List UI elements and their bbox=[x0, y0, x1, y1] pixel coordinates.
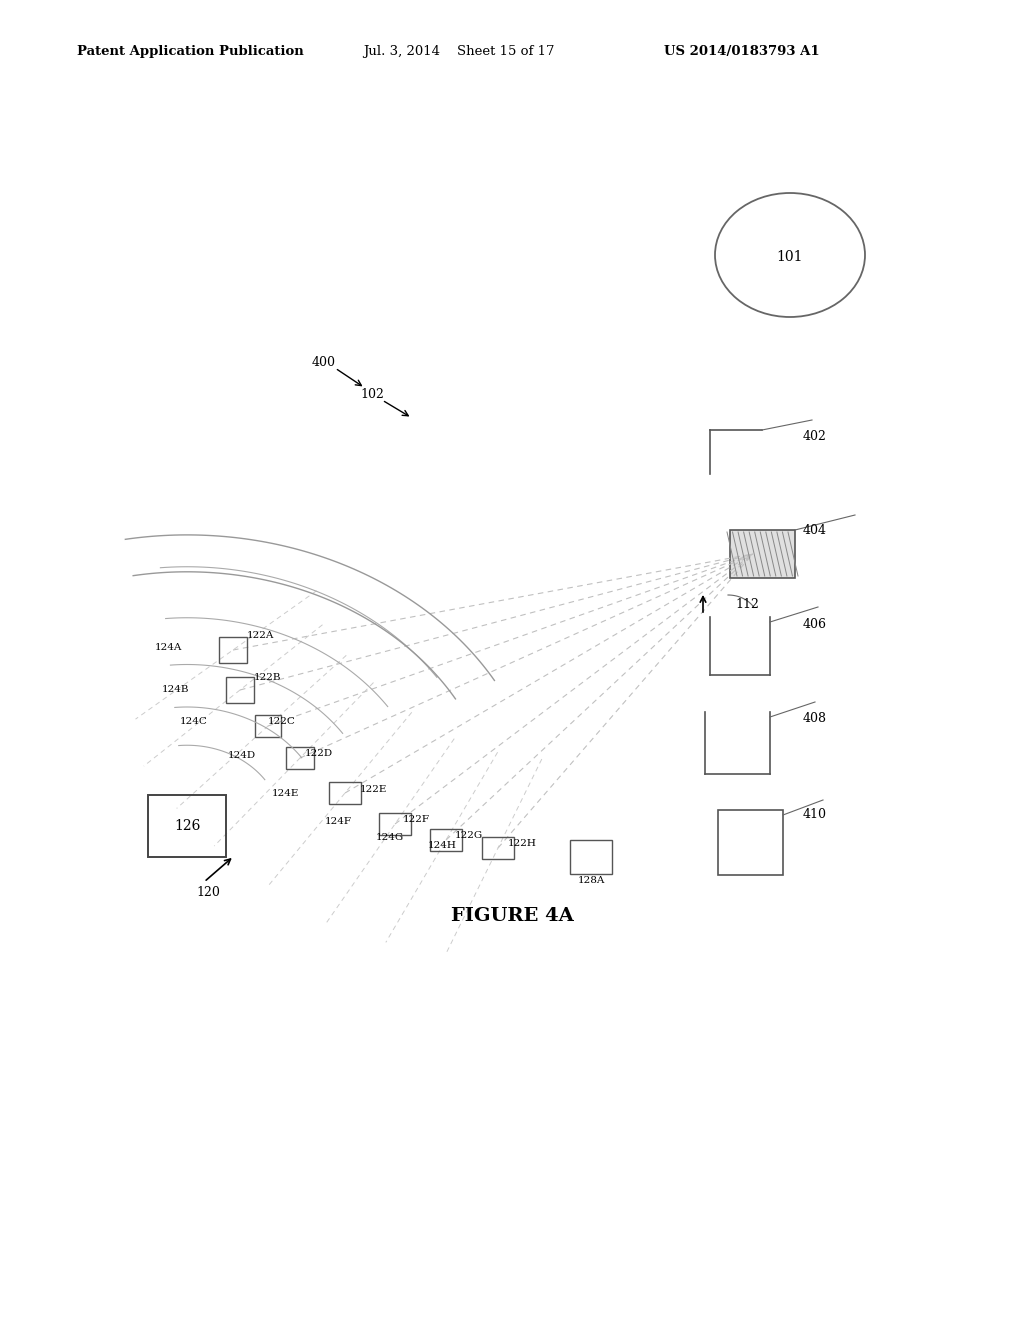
Text: 400: 400 bbox=[312, 356, 336, 370]
Text: 410: 410 bbox=[803, 808, 827, 821]
Text: 122E: 122E bbox=[360, 784, 387, 793]
Text: 402: 402 bbox=[803, 430, 826, 444]
Text: 124H: 124H bbox=[428, 842, 457, 850]
Text: 124E: 124E bbox=[272, 788, 299, 797]
Bar bbox=[379, 813, 411, 836]
Text: 406: 406 bbox=[803, 619, 827, 631]
Text: 128A: 128A bbox=[578, 876, 605, 884]
Text: 124B: 124B bbox=[162, 685, 189, 694]
Bar bbox=[148, 795, 226, 857]
Bar bbox=[226, 677, 254, 704]
Text: Jul. 3, 2014    Sheet 15 of 17: Jul. 3, 2014 Sheet 15 of 17 bbox=[364, 45, 555, 58]
Bar bbox=[718, 810, 783, 875]
Bar bbox=[570, 840, 612, 874]
Text: 124D: 124D bbox=[228, 751, 256, 760]
Text: 126: 126 bbox=[174, 818, 200, 833]
Text: 124F: 124F bbox=[325, 817, 352, 825]
Text: 122A: 122A bbox=[247, 631, 274, 639]
Bar bbox=[482, 837, 514, 859]
Text: 124G: 124G bbox=[376, 833, 404, 842]
Text: 102: 102 bbox=[360, 388, 384, 401]
Bar bbox=[219, 638, 247, 663]
Text: 101: 101 bbox=[777, 249, 803, 264]
Text: FIGURE 4A: FIGURE 4A bbox=[451, 907, 573, 925]
Text: Patent Application Publication: Patent Application Publication bbox=[77, 45, 303, 58]
Bar bbox=[430, 829, 462, 851]
Text: 408: 408 bbox=[803, 711, 827, 725]
Text: 122B: 122B bbox=[254, 672, 282, 681]
Bar bbox=[329, 781, 361, 804]
Text: 124A: 124A bbox=[155, 644, 182, 652]
Text: 404: 404 bbox=[803, 524, 827, 536]
Text: US 2014/0183793 A1: US 2014/0183793 A1 bbox=[664, 45, 819, 58]
Text: 122C: 122C bbox=[268, 718, 296, 726]
Text: 120: 120 bbox=[196, 886, 220, 899]
Text: 124C: 124C bbox=[180, 718, 208, 726]
Text: 122G: 122G bbox=[455, 830, 483, 840]
Bar bbox=[730, 531, 795, 578]
Text: 112: 112 bbox=[735, 598, 759, 611]
Text: 122D: 122D bbox=[305, 750, 333, 759]
Text: 122H: 122H bbox=[508, 838, 537, 847]
Bar bbox=[286, 747, 314, 770]
Bar bbox=[255, 715, 281, 737]
Text: 122F: 122F bbox=[403, 814, 430, 824]
